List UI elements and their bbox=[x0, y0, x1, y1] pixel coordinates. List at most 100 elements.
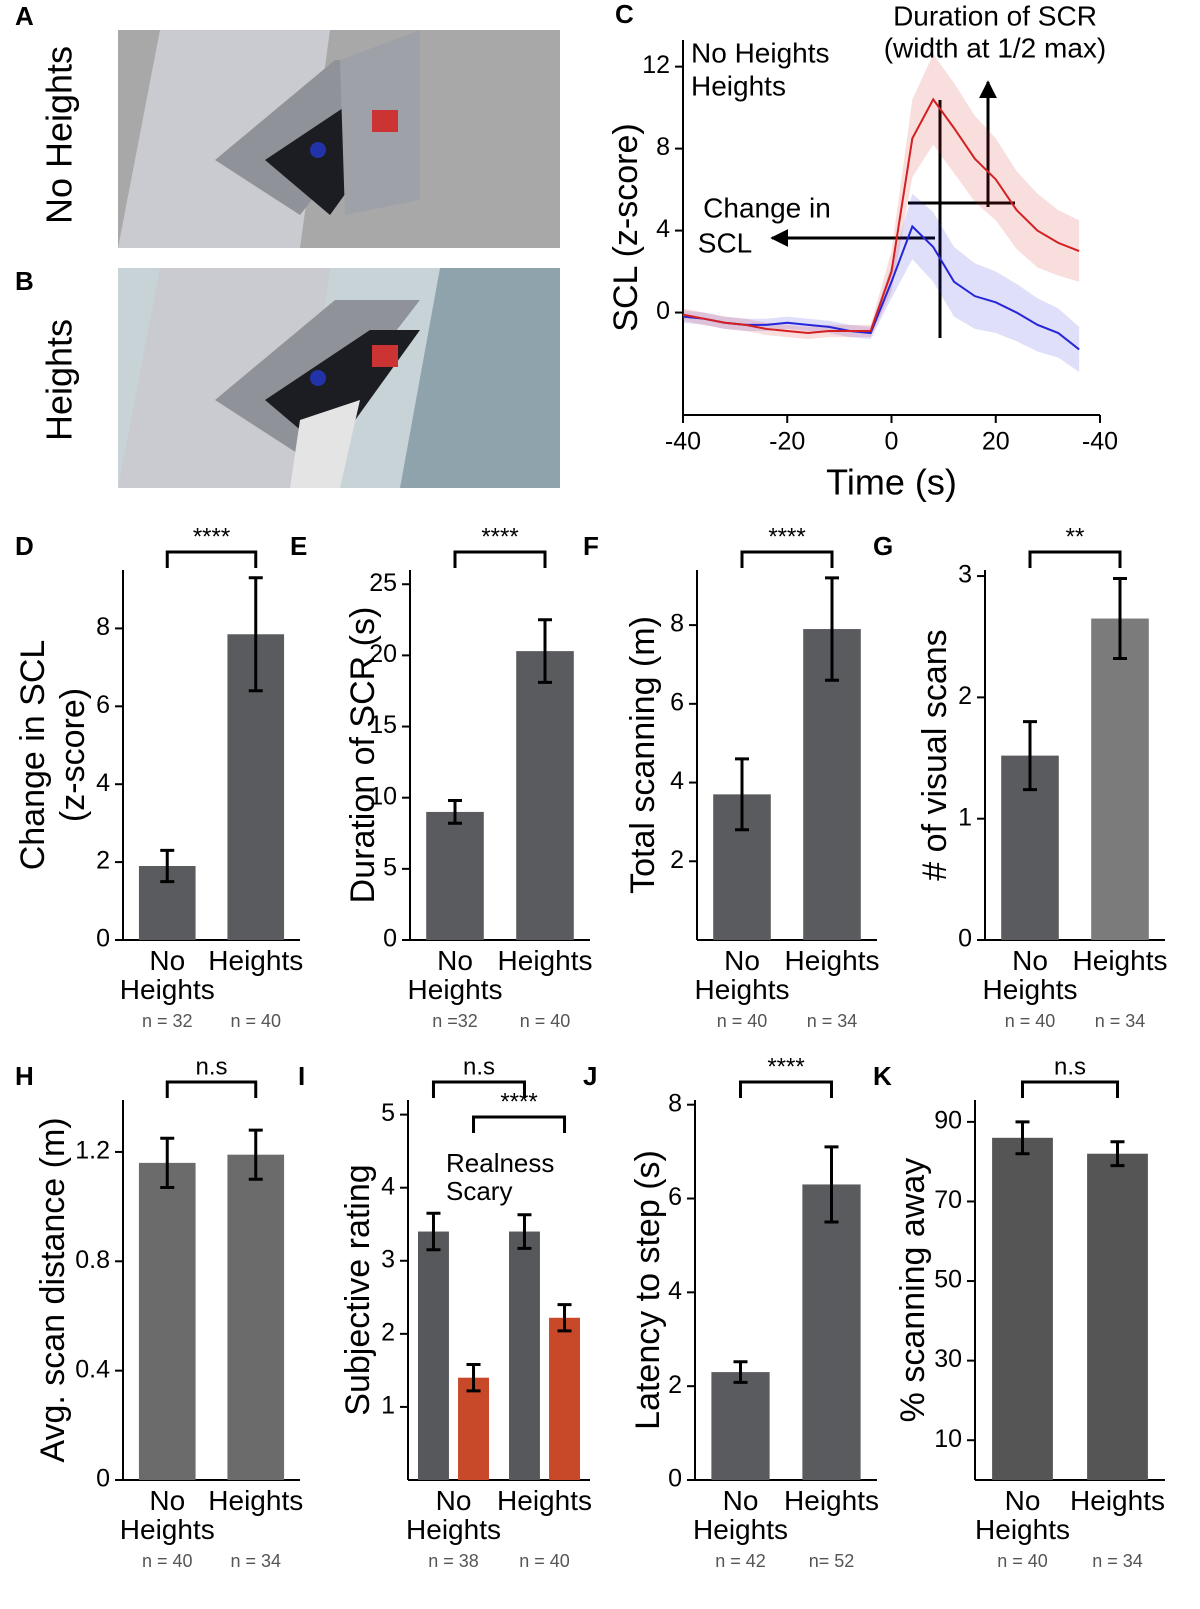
x-tick-label-box: Heights bbox=[208, 946, 303, 975]
n-label: n= 52 bbox=[809, 1551, 855, 1571]
error-bar bbox=[248, 1128, 263, 1181]
y-tick-label: 0 bbox=[96, 925, 110, 953]
y-tick-label: 5 bbox=[381, 1099, 395, 1127]
x-axis-label: Time (s) bbox=[826, 462, 957, 503]
x-tick-label-box: No Heights bbox=[694, 946, 790, 1006]
x-tick-label-box: Heights bbox=[784, 946, 880, 976]
y-tick-label: 20 bbox=[369, 640, 397, 668]
y-tick-label: 12 bbox=[642, 51, 670, 79]
error-bar bbox=[733, 1360, 748, 1384]
bar bbox=[227, 1154, 285, 1480]
y-axis-label: Total scanning (m) bbox=[624, 616, 662, 894]
panel-letter: C bbox=[615, 0, 634, 29]
significance-label: n.s bbox=[1054, 1053, 1086, 1080]
y-tick-label: 8 bbox=[656, 133, 670, 161]
panel-letter: H bbox=[15, 1061, 34, 1091]
error-bar bbox=[538, 618, 552, 684]
panel-letter: A bbox=[15, 1, 34, 31]
bar bbox=[1091, 618, 1149, 940]
y-axis-label: % scanning away bbox=[894, 1158, 932, 1423]
bar bbox=[138, 1162, 196, 1480]
y-tick-label: 70 bbox=[934, 1186, 962, 1214]
x-tick-label: Heights bbox=[784, 1486, 879, 1516]
y-tick-label: 4 bbox=[668, 1277, 682, 1305]
x-tick-label: No Heights bbox=[982, 946, 1078, 1006]
x-tick-label-box: No Heights bbox=[120, 1486, 215, 1545]
image-label: Heights bbox=[39, 319, 80, 441]
x-tick-label-box: Heights bbox=[208, 1486, 304, 1516]
x-tick-label: Heights bbox=[1070, 1486, 1165, 1516]
n-label: n = 34 bbox=[807, 1011, 858, 1031]
x-tick-label: -40 bbox=[665, 428, 701, 456]
x-tick-label: No Heights bbox=[119, 946, 215, 1006]
y-tick-label: 0 bbox=[96, 1465, 110, 1493]
error-bar bbox=[1110, 1140, 1125, 1168]
significance-label: ** bbox=[1066, 523, 1085, 550]
annotation: Duration of SCR bbox=[893, 0, 1097, 31]
y-tick-label: 0 bbox=[656, 297, 670, 325]
error-bar bbox=[825, 576, 839, 682]
y-tick-label: 30 bbox=[934, 1345, 962, 1373]
annotation: SCL bbox=[698, 227, 752, 258]
y-tick-label: 4 bbox=[656, 215, 670, 243]
y-axis-label: Change in SCL bbox=[14, 640, 52, 871]
error-bar bbox=[466, 1363, 481, 1393]
y-tick-label: 0.4 bbox=[75, 1355, 110, 1383]
n-label: n = 40 bbox=[230, 1011, 281, 1031]
y-axis-label: SCL (z-score) bbox=[607, 123, 645, 331]
y-tick-label: 10 bbox=[934, 1425, 962, 1453]
bar bbox=[711, 1372, 770, 1480]
n-label: n =32 bbox=[432, 1011, 478, 1031]
y-tick-label: 6 bbox=[96, 691, 110, 719]
annotation: Change in bbox=[703, 192, 831, 223]
error-bar bbox=[735, 757, 749, 832]
n-label: n = 38 bbox=[428, 1551, 479, 1571]
panel-letter: D bbox=[15, 531, 34, 561]
series-line bbox=[682, 97, 1080, 335]
bar bbox=[802, 1184, 861, 1480]
x-tick-label: No Heights bbox=[694, 946, 790, 1006]
x-tick-label: Heights bbox=[208, 1486, 304, 1516]
panel-letter: B bbox=[15, 266, 34, 296]
bar bbox=[1087, 1153, 1148, 1480]
error-bar bbox=[160, 1136, 175, 1189]
y-tick-label: 3 bbox=[958, 561, 972, 589]
panel-letter: J bbox=[583, 1061, 597, 1091]
x-tick-label-box: Heights bbox=[497, 1486, 592, 1515]
n-label: n = 34 bbox=[1092, 1551, 1143, 1571]
y-tick-label: 50 bbox=[934, 1266, 962, 1294]
x-tick-label-box: No Heights bbox=[693, 1486, 788, 1546]
significance-bracket bbox=[1021, 1080, 1119, 1098]
y-tick-label: 4 bbox=[381, 1172, 395, 1200]
significance-label: **** bbox=[500, 1088, 537, 1115]
y-axis-label: (z-score) bbox=[54, 688, 92, 822]
y-tick-label: 1 bbox=[381, 1392, 395, 1420]
bar bbox=[992, 1137, 1053, 1480]
scene-image bbox=[118, 30, 560, 248]
error-bar bbox=[426, 1211, 441, 1252]
y-axis-label: # of visual scans bbox=[916, 629, 954, 880]
significance-bracket bbox=[1028, 550, 1122, 568]
x-tick-label: No Heights bbox=[975, 1486, 1070, 1546]
x-tick-label: -40 bbox=[1082, 428, 1118, 456]
y-tick-label: 5 bbox=[383, 853, 397, 881]
y-tick-label: 8 bbox=[96, 613, 110, 641]
x-tick-label-box: No Heights bbox=[119, 946, 215, 1006]
legend-entry: Realness bbox=[446, 1148, 554, 1178]
x-tick-label: Heights bbox=[784, 946, 880, 976]
y-tick-label: 2 bbox=[96, 847, 110, 875]
y-tick-label: 0 bbox=[958, 925, 972, 953]
x-tick-label: No Heights bbox=[693, 1486, 788, 1546]
y-tick-label: 4 bbox=[96, 769, 110, 797]
significance-bracket bbox=[739, 1080, 833, 1098]
significance-bracket bbox=[165, 550, 258, 568]
x-tick-label-box: Heights bbox=[498, 946, 593, 975]
n-label: n = 40 bbox=[717, 1011, 768, 1031]
panel-letter: F bbox=[583, 531, 599, 561]
bar bbox=[458, 1377, 489, 1480]
annotation: (width at 1/2 max) bbox=[884, 32, 1107, 63]
x-tick-label-box: No Heights bbox=[975, 1486, 1070, 1546]
bar bbox=[418, 1231, 449, 1480]
image-label: No Heights bbox=[39, 46, 80, 224]
